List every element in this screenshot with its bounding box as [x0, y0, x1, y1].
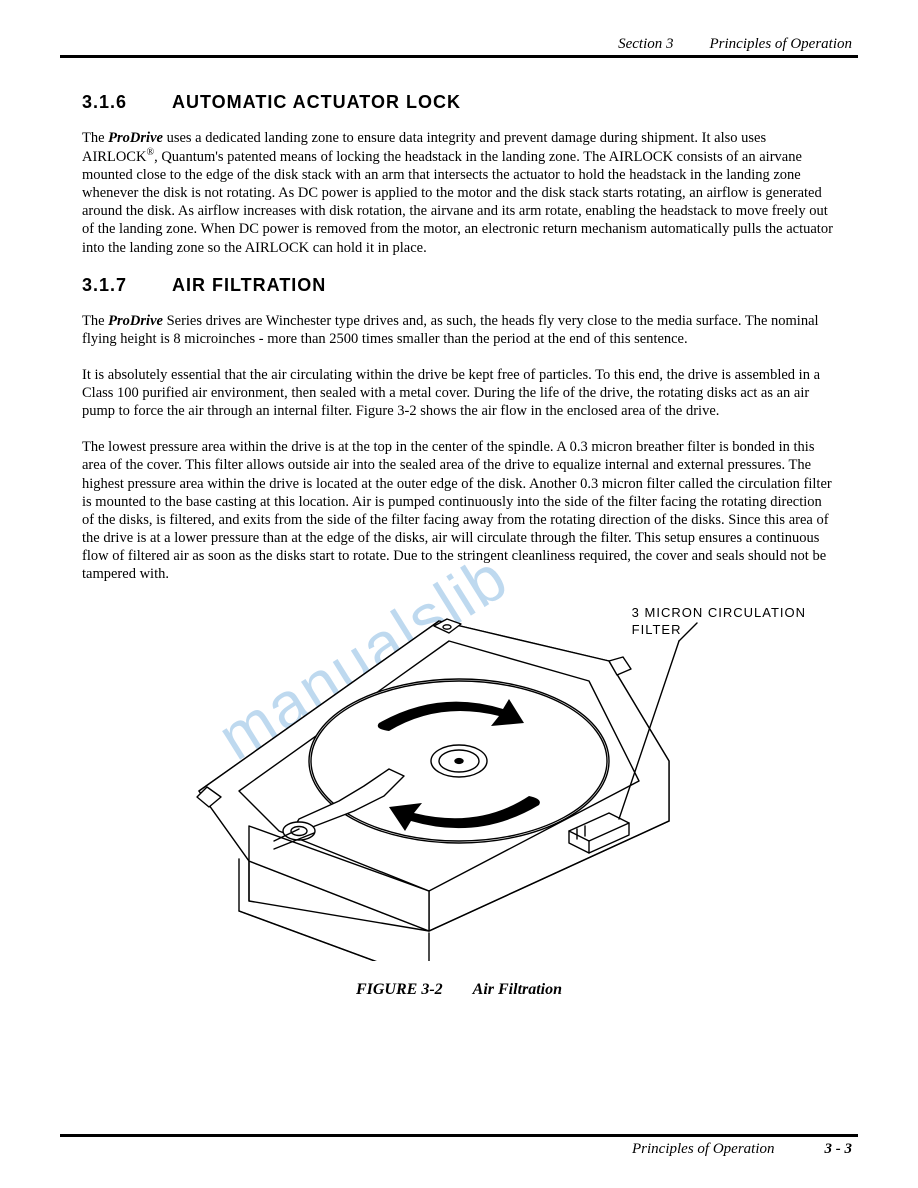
header-rule [60, 55, 858, 58]
emphasis: ProDrive [108, 130, 163, 146]
text: Series drives are Winchester type drives… [82, 313, 819, 347]
callout-line: 3 MICRON CIRCULATION [632, 605, 806, 620]
header-section: Section 3 [618, 36, 673, 53]
footer-title: Principles of Operation [632, 1141, 775, 1158]
para-317-2: It is absolutely essential that the air … [82, 366, 836, 420]
page-header: Section 3 Principles of Operation [60, 36, 858, 58]
emphasis: ProDrive [108, 313, 163, 329]
text: The [82, 313, 108, 329]
header-title: Principles of Operation [710, 36, 853, 53]
figure-number: FIGURE 3-2 [356, 981, 443, 998]
registered-mark: ® [146, 147, 154, 158]
figure-callout: 3 MICRON CIRCULATION FILTER [632, 605, 806, 639]
page-footer: Principles of Operation 3 - 3 [60, 1134, 858, 1158]
figure-3-2: 3 MICRON CIRCULATION FILTER [82, 601, 836, 999]
para-317-3: The lowest pressure area within the driv… [82, 438, 836, 583]
heading-316: 3.1.6AUTOMATIC ACTUATOR LOCK [82, 92, 836, 113]
content-area: 3.1.6AUTOMATIC ACTUATOR LOCK The ProDriv… [60, 92, 858, 999]
heading-number: 3.1.6 [82, 92, 172, 113]
heading-number: 3.1.7 [82, 275, 172, 296]
heading-title: AIR FILTRATION [172, 275, 326, 295]
drive-illustration [179, 601, 739, 961]
figure-title: Air Filtration [473, 981, 562, 998]
para-317-1: The ProDrive Series drives are Wincheste… [82, 312, 836, 348]
text: , Quantum's patented means of locking th… [82, 149, 833, 256]
text: The [82, 130, 108, 146]
heading-title: AUTOMATIC ACTUATOR LOCK [172, 92, 461, 112]
callout-line: FILTER [632, 622, 682, 637]
figure-caption: FIGURE 3-2 Air Filtration [82, 981, 836, 999]
footer-page: 3 - 3 [825, 1141, 853, 1158]
heading-317: 3.1.7AIR FILTRATION [82, 275, 836, 296]
para-316-1: The ProDrive uses a dedicated landing zo… [82, 129, 836, 257]
